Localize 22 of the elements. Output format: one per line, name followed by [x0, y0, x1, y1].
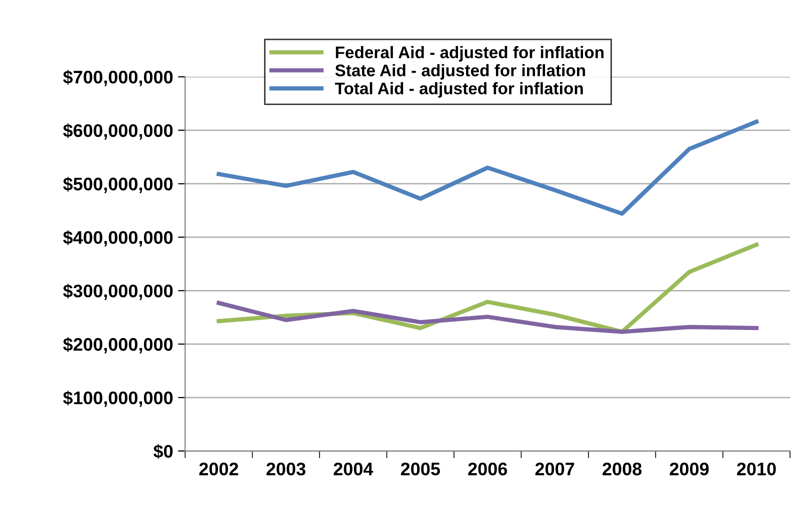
- y-tick-label: $0: [153, 444, 173, 459]
- legend-label: Federal Aid - adjusted for inflation: [336, 46, 604, 62]
- y-tick-label: $200,000,000: [63, 337, 173, 354]
- line-series: [216, 120, 759, 216]
- x-tick-label: 2005: [400, 462, 440, 476]
- x-tick-label: 2010: [737, 462, 776, 476]
- x-tick-label: 2002: [199, 462, 238, 476]
- x-tick-label: 2009: [670, 462, 709, 476]
- y-tick-label: $100,000,000: [63, 390, 173, 407]
- y-tick-label: $400,000,000: [63, 230, 173, 247]
- legend-label: Total Aid - adjusted for inflation: [334, 82, 583, 98]
- x-tick-label: 2004: [334, 462, 374, 476]
- y-tick-label: $500,000,000: [63, 176, 173, 194]
- line-series: [216, 300, 759, 334]
- x-tick-label: 2008: [602, 462, 642, 476]
- x-tick-label: 2003: [266, 462, 306, 476]
- y-tick-label: $600,000,000: [63, 123, 173, 140]
- x-tick-label: 2007: [535, 462, 574, 476]
- x-tick-label: 2006: [468, 462, 508, 476]
- y-tick-label: $300,000,000: [63, 284, 173, 300]
- legend-label: State Aid - adjusted for inflation: [335, 64, 585, 80]
- y-tick-label: $700,000,000: [63, 70, 173, 86]
